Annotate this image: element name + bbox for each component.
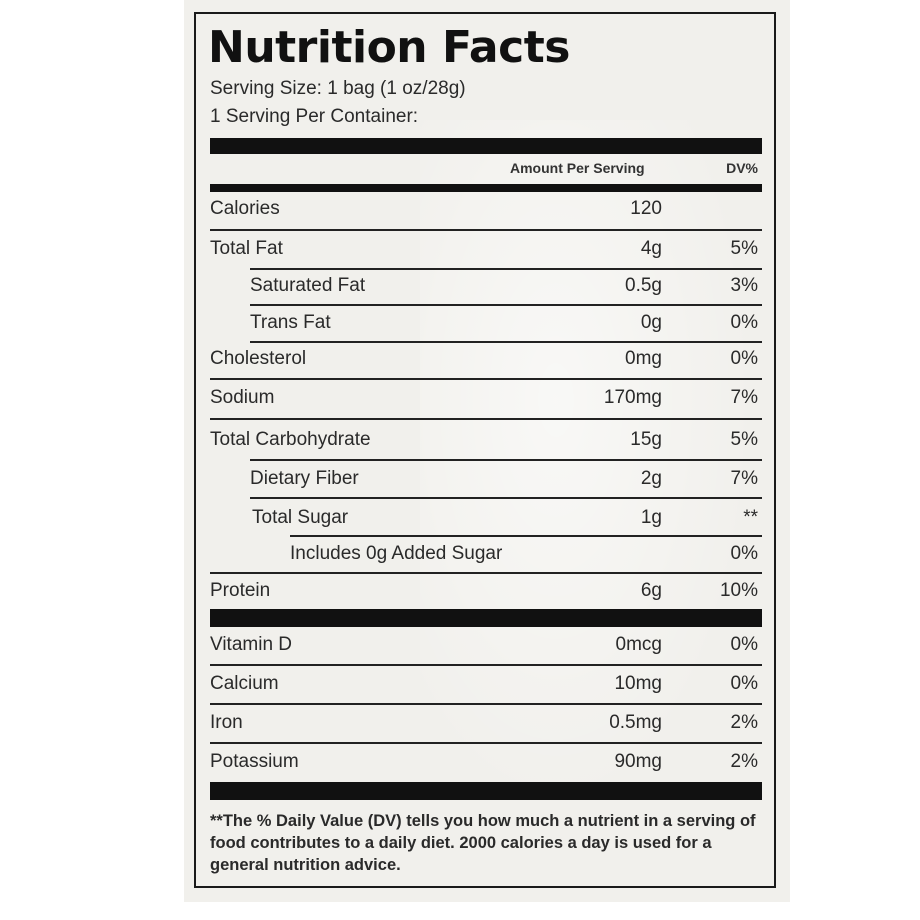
- nutrient-amount: 0.5g: [625, 275, 662, 296]
- nutrition-label: [194, 12, 776, 888]
- vitamin-amount: 10mg: [614, 673, 662, 694]
- nutrient-name: Cholesterol: [210, 348, 307, 369]
- nutrient-dv: 7%: [730, 387, 758, 408]
- vitamin-name: Iron: [210, 712, 243, 733]
- nutrient-name: Total Fat: [210, 238, 283, 259]
- nutrient-row: Total Fat 4g 5%: [0, 238, 920, 268]
- nutrient-name: Total Sugar: [252, 507, 349, 528]
- nutrient-row: Protein 6g 10%: [0, 580, 920, 610]
- nutrient-dv: 10%: [719, 580, 758, 601]
- nutrient-dv: 0%: [730, 348, 758, 369]
- vitamin-dv: 2%: [730, 712, 758, 733]
- row-divider: [210, 572, 762, 574]
- vitamin-dv: 0%: [730, 634, 758, 655]
- vitamin-name: Potassium: [210, 751, 299, 772]
- row-divider: [290, 535, 762, 537]
- nutrient-name: Calories: [210, 198, 280, 219]
- nutrient-row: Cholesterol 0mg 0%: [0, 348, 920, 378]
- header-divider: [210, 184, 762, 192]
- nutrient-row: Calories 120: [0, 198, 920, 228]
- nutrient-name: Total Carbohydrate: [210, 429, 371, 450]
- nutrient-name: Trans Fat: [250, 312, 331, 333]
- serving-size: Serving Size: 1 bag (1 oz/28g): [210, 78, 466, 99]
- nutrient-amount: 0mg: [625, 348, 662, 369]
- nutrient-amount: 2g: [640, 468, 662, 489]
- nutrient-amount: 0g: [640, 312, 662, 333]
- nutrient-name: Sodium: [210, 387, 275, 408]
- nutrient-dv: 5%: [730, 238, 758, 259]
- nutrient-amount: 4g: [640, 238, 662, 259]
- nutrient-row: Trans Fat 0g 0%: [0, 312, 920, 342]
- thick-divider: [210, 138, 762, 154]
- vitamin-row: Vitamin D 0mcg 0%: [0, 634, 920, 664]
- nutrient-dv: 0%: [730, 543, 758, 564]
- dv-footnote: **The % Daily Value (DV) tells you how m…: [210, 812, 756, 874]
- thick-divider: [210, 609, 762, 627]
- nutrient-dv: 7%: [730, 468, 758, 489]
- nutrient-amount: 6g: [640, 580, 662, 601]
- nutrient-dv: 0%: [730, 312, 758, 333]
- column-header-amount: Amount Per Serving: [510, 160, 645, 176]
- row-divider: [210, 703, 762, 705]
- row-divider: [210, 378, 762, 380]
- nutrient-row: Includes 0g Added Sugar 0%: [0, 543, 920, 573]
- vitamin-dv: 2%: [730, 751, 758, 772]
- row-divider: [210, 229, 762, 231]
- nutrient-dv: **: [743, 507, 758, 528]
- vitamin-row: Iron 0.5mg 2%: [0, 712, 920, 742]
- nutrient-name: Dietary Fiber: [250, 468, 359, 489]
- vitamin-amount: 0.5mg: [609, 712, 662, 733]
- vitamin-name: Calcium: [210, 673, 279, 694]
- nutrient-row: Dietary Fiber 2g 7%: [0, 468, 920, 498]
- nutrient-dv: 3%: [730, 275, 758, 296]
- nutrient-row: Saturated Fat 0.5g 3%: [0, 275, 920, 305]
- nutrient-amount: 15g: [630, 429, 662, 450]
- nutrient-row: Total Carbohydrate 15g 5%: [0, 429, 920, 459]
- servings-per-container: 1 Serving Per Container:: [210, 106, 419, 127]
- row-divider: [250, 268, 762, 270]
- nutrient-name: Protein: [210, 580, 271, 601]
- vitamin-dv: 0%: [730, 673, 758, 694]
- nutrient-dv: 5%: [730, 429, 758, 450]
- thick-divider: [210, 782, 762, 800]
- row-divider: [250, 459, 762, 461]
- label-title: Nutrition Facts: [208, 22, 570, 73]
- nutrient-name: Includes 0g Added Sugar: [290, 543, 503, 564]
- vitamin-row: Calcium 10mg 0%: [0, 673, 920, 703]
- row-divider: [210, 742, 762, 744]
- vitamin-amount: 90mg: [614, 751, 662, 772]
- row-divider: [210, 418, 762, 420]
- nutrient-row: Sodium 170mg 7%: [0, 387, 920, 417]
- nutrient-amount: 120: [630, 198, 662, 219]
- vitamin-row: Potassium 90mg 2%: [0, 751, 920, 781]
- row-divider: [210, 664, 762, 666]
- nutrient-name: Saturated Fat: [250, 275, 366, 296]
- nutrient-amount: 170mg: [603, 387, 662, 408]
- row-divider: [250, 341, 762, 343]
- nutrient-row: Total Sugar 1g **: [0, 507, 920, 537]
- vitamin-amount: 0mcg: [615, 634, 662, 655]
- nutrient-amount: 1g: [640, 507, 662, 528]
- column-header-dv: DV%: [726, 160, 758, 176]
- vitamin-name: Vitamin D: [210, 634, 293, 655]
- row-divider: [250, 304, 762, 306]
- row-divider: [250, 497, 762, 499]
